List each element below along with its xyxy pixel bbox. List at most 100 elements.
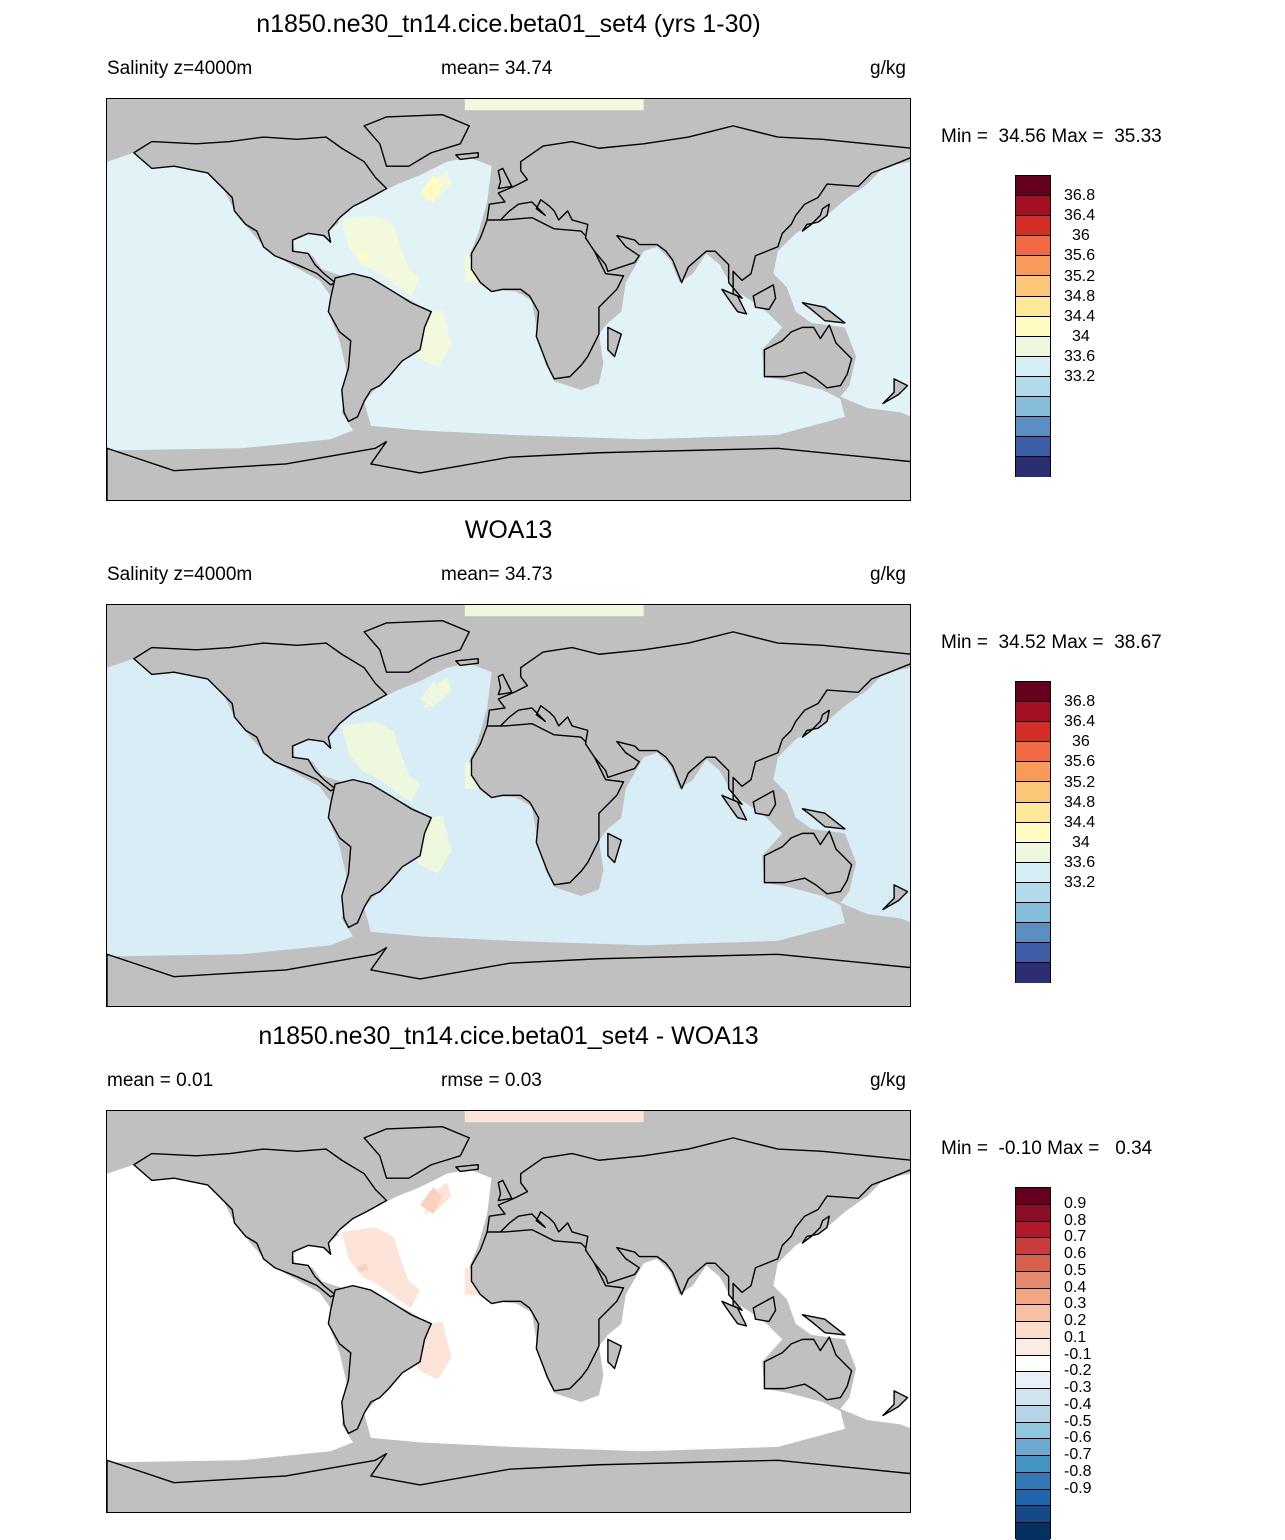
landmass-2 [363, 619, 470, 673]
landmass-14 [882, 378, 909, 405]
landmass-14 [882, 884, 909, 911]
colorbar-box [1016, 1271, 1050, 1289]
colorbar-tick-label: -0.8 [1064, 1462, 1092, 1480]
colorbar-tick-label: 35.2 [1064, 773, 1096, 791]
map-difference [106, 1110, 911, 1513]
landmass-3 [470, 722, 625, 886]
colorbar-tick-label: 34 [1072, 327, 1090, 345]
colorbar-box [1016, 256, 1050, 277]
salinity-anomaly-region-0 [341, 215, 421, 297]
panel-woa13: WOA13 Salinity z=4000m mean= 34.73 g/kg … [0, 506, 1285, 1012]
landmass-0 [133, 136, 388, 286]
minmax-label: Min = 34.52 Max = 38.67 [941, 632, 1162, 653]
landmass-7 [497, 1179, 513, 1202]
colorbar-tick-label: -0.4 [1064, 1395, 1092, 1413]
colorbar-box [1016, 1355, 1050, 1373]
colorbar-tick-label: 34.8 [1064, 793, 1096, 811]
landmass-11 [801, 1314, 846, 1336]
colorbar-box [1016, 1489, 1050, 1507]
landmass-6 [107, 946, 910, 1006]
colorbar-tick-label: -0.3 [1064, 1379, 1092, 1396]
colorbar-tick-label: 36.4 [1064, 207, 1096, 225]
variable-label: Salinity z=4000m [107, 564, 253, 585]
landmass-2 [363, 1125, 470, 1179]
salinity-high-region-1 [357, 251, 369, 261]
colorbar-box [1016, 682, 1050, 703]
salinity-high-region-1 [357, 757, 369, 767]
colorbar-tick-label: 35.6 [1064, 753, 1096, 771]
colorbar-box [1016, 336, 1050, 357]
landmass-1 [327, 778, 432, 929]
landmass-8 [801, 709, 830, 738]
units-label: g/kg [870, 1070, 906, 1091]
landmass-2 [363, 113, 470, 167]
colorbar-tick-label: 33.2 [1064, 874, 1096, 891]
colorbar-box [1016, 437, 1050, 458]
arctic-strip [464, 1111, 644, 1123]
colorbar-box [1016, 882, 1050, 904]
minmax-label: Min = -0.10 Max = 0.34 [941, 1138, 1153, 1159]
colorbar-tick-label: -0.5 [1064, 1412, 1092, 1430]
map-canvas [107, 1111, 910, 1512]
ocean-region-0 [107, 1164, 353, 1463]
landmass-6 [107, 440, 910, 500]
panel-difference: n1850.ne30_tn14.cice.beta01_set4 - WOA13… [0, 1012, 1285, 1540]
colorbar-box [1016, 1389, 1050, 1406]
colorbar-box [1016, 963, 1050, 984]
salinity-high-region-1 [357, 1263, 369, 1273]
colorbar-tick-label: 34.8 [1064, 287, 1096, 305]
colorbar-box [1016, 1322, 1050, 1339]
landmass-3 [470, 216, 625, 380]
colorbar-box [1016, 1456, 1050, 1473]
colorbar-box [1016, 1338, 1050, 1356]
landmass-8 [801, 203, 830, 232]
salinity-anomaly-region-0 [341, 1227, 421, 1309]
landmass-0 [133, 642, 388, 792]
colorbar-tick-label: 33.6 [1064, 347, 1096, 365]
colorbar-box [1016, 1238, 1050, 1255]
colorbar-tick-label: 34.4 [1064, 307, 1096, 325]
colorbar-box [1016, 1221, 1050, 1239]
salinity-high-region-0 [420, 1187, 443, 1214]
colorbar-box [1016, 802, 1050, 823]
panel-title: n1850.ne30_tn14.cice.beta01_set4 - WOA13 [258, 1022, 759, 1050]
mean-label: mean= 34.74 [441, 58, 553, 79]
map-woa13 [106, 604, 911, 1007]
landmass-11 [801, 808, 846, 830]
salinity-anomaly-region-0 [341, 721, 421, 803]
landmass-8 [801, 1215, 830, 1244]
ocean-region-1 [773, 1174, 910, 1429]
colorbar-box [1016, 1372, 1050, 1389]
colorbar-box [1016, 842, 1050, 863]
colorbar-tick-label: 35.2 [1064, 267, 1096, 285]
colorbar-tick-label: 34.4 [1064, 813, 1096, 831]
colorbar-tick-label: -0.2 [1064, 1362, 1092, 1380]
colorbar-tick-label: 0.3 [1064, 1295, 1087, 1313]
landmass-14 [882, 1390, 909, 1417]
landmass-0 [133, 1148, 388, 1298]
panel-title: n1850.ne30_tn14.cice.beta01_set4 (yrs 1-… [256, 10, 761, 38]
colorbar-tick-label: -0.7 [1064, 1446, 1092, 1463]
colorbar-box [1016, 316, 1050, 337]
colorbar-box [1016, 1288, 1050, 1306]
landmass-9 [721, 288, 748, 315]
ocean-region-0 [107, 152, 353, 451]
colorbar-tick-label: 36 [1072, 227, 1090, 245]
colorbar-box [1016, 722, 1050, 743]
colorbar-box [1016, 1523, 1050, 1540]
colorbar-tick-label: -0.9 [1064, 1479, 1092, 1497]
colorbar-box [1016, 1188, 1050, 1205]
colorbar-tick-label: 36.8 [1064, 187, 1096, 205]
colorbar-tick-label: 0.2 [1064, 1312, 1087, 1329]
colorbar-tick-label: 0.8 [1064, 1211, 1087, 1229]
ocean-region-2 [285, 1169, 845, 1452]
colorbar-box [1016, 1506, 1050, 1523]
landmass-10 [752, 790, 777, 817]
landmass-1 [327, 1284, 432, 1435]
colorbar-box [1016, 702, 1050, 723]
colorbar-tick-label: 0.9 [1064, 1194, 1087, 1212]
landmass-9 [721, 1300, 748, 1327]
colorbar-tick-label: 0.6 [1064, 1245, 1087, 1262]
ocean-region-1 [773, 162, 910, 417]
colorbar-tick-label: 36.4 [1064, 713, 1096, 731]
